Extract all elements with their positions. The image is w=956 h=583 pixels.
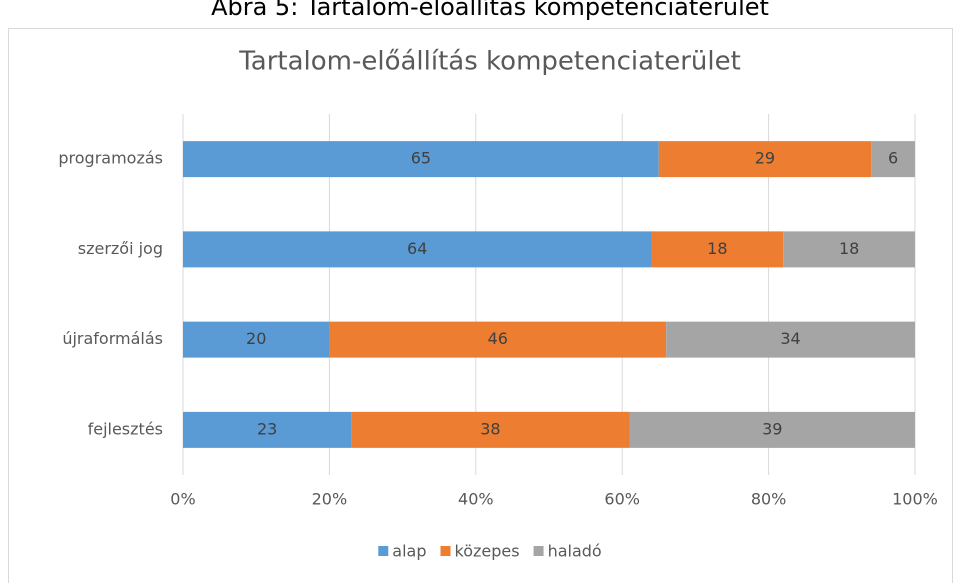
bar-segment bbox=[183, 411, 352, 448]
legend-item: alap bbox=[378, 542, 427, 561]
data-label: 34 bbox=[780, 329, 800, 348]
bar-segment bbox=[351, 411, 630, 448]
data-label: 29 bbox=[755, 149, 775, 168]
y-tick-label: szerzői jog bbox=[78, 239, 163, 258]
legend-label: közepes bbox=[455, 542, 520, 561]
bar-segment bbox=[871, 141, 915, 178]
x-tick-label: 20% bbox=[312, 490, 348, 509]
data-label: 20 bbox=[246, 329, 266, 348]
x-tick-label: 80% bbox=[751, 490, 787, 509]
legend-swatch bbox=[440, 546, 451, 556]
bar-segment bbox=[666, 321, 915, 358]
chart-title: Tartalom-előállítás kompetenciaterület bbox=[238, 47, 741, 77]
y-tick-label: újraformálás bbox=[62, 329, 163, 348]
y-tick-label: fejlesztés bbox=[88, 419, 163, 438]
data-label: 46 bbox=[488, 329, 508, 348]
data-label: 39 bbox=[762, 419, 782, 438]
legend-swatch bbox=[378, 546, 389, 556]
bar-segment bbox=[629, 411, 915, 448]
data-label: 23 bbox=[257, 419, 277, 438]
bar-segment bbox=[658, 141, 872, 178]
bar-segment bbox=[329, 321, 667, 358]
y-tick-label: programozás bbox=[58, 149, 163, 168]
chart-frame bbox=[8, 28, 953, 583]
data-label: 18 bbox=[839, 239, 859, 258]
legend-item: közepes bbox=[440, 542, 520, 561]
bar-segment bbox=[183, 321, 330, 358]
legend-label: alap bbox=[392, 542, 426, 561]
bar-segment bbox=[183, 231, 652, 268]
x-tick-label: 40% bbox=[458, 490, 494, 509]
data-label: 18 bbox=[707, 239, 727, 258]
legend-label: haladó bbox=[548, 542, 602, 561]
legend-swatch bbox=[533, 546, 544, 556]
bar-segment bbox=[651, 231, 784, 268]
data-label: 38 bbox=[480, 419, 500, 438]
data-label: 64 bbox=[407, 239, 427, 258]
x-tick-label: 60% bbox=[604, 490, 640, 509]
data-label: 6 bbox=[888, 149, 898, 168]
bar-segment bbox=[183, 141, 659, 178]
data-label: 65 bbox=[411, 149, 431, 168]
bar-segment bbox=[783, 231, 915, 268]
caption: Ábra 5: Tartalom-előállítás kompetenciat… bbox=[211, 0, 769, 21]
legend-item: haladó bbox=[533, 542, 602, 561]
x-tick-label: 0% bbox=[170, 490, 195, 509]
x-tick-label: 100% bbox=[892, 490, 938, 509]
